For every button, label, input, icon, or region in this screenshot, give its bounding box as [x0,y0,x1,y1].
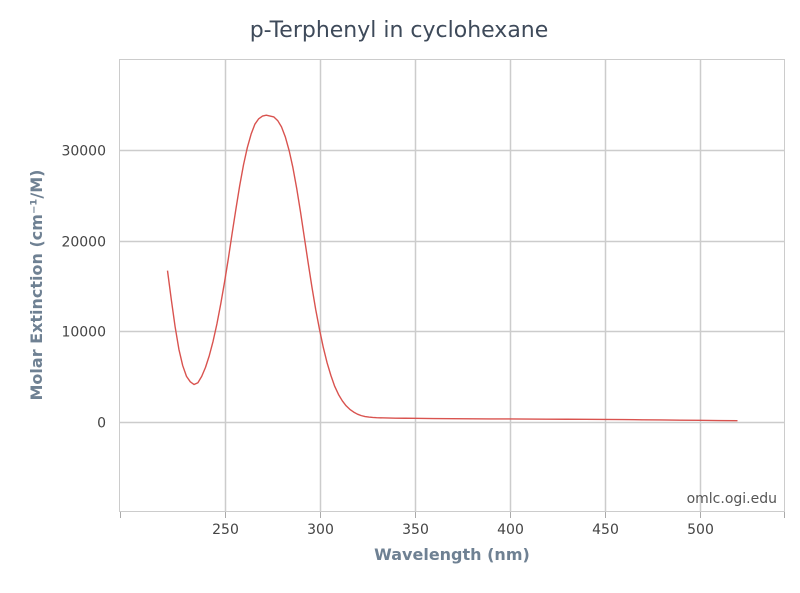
y-tick-label: 20000 [61,235,106,251]
y-tick-label: 10000 [61,325,106,341]
series-group [166,114,738,422]
x-tick-label: 450 [592,522,619,538]
x-tick-label: 300 [307,522,334,538]
x-tick-label: 350 [402,522,429,538]
y-tick-label: 0 [97,416,106,432]
watermark-text: omlc.ogi.edu [687,491,777,507]
y-axis-label: Molar Extinction (cm⁻¹/M) [27,170,46,401]
plot-frame [119,59,785,512]
y-tick-label: 30000 [61,144,106,160]
absorption-series-line [166,114,738,422]
axis-ticks: 250 300 350 400 450 500 0 10000 20000 30000 [61,144,785,538]
chart-title: p-Terphenyl in cyclohexane [250,18,549,43]
x-tick-label: 400 [497,522,524,538]
x-axis-label: Wavelength (nm) [374,545,530,564]
x-tick-label: 250 [212,522,239,538]
x-tick-label: 500 [687,522,714,538]
